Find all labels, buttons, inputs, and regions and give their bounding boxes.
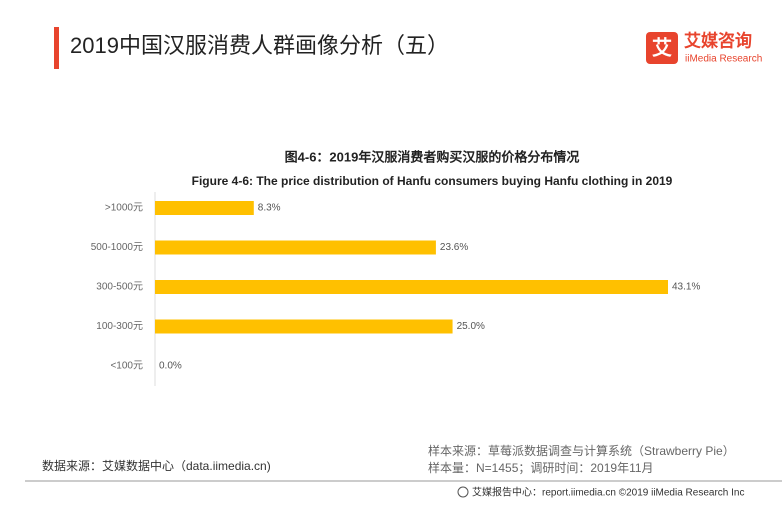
footer-icon [457,486,469,498]
y-tick-label: 100-300元 [96,321,143,332]
logo-en: iiMedia Research [685,54,762,65]
sample-info: 样本量：N=1455；调研时间：2019年11月 [428,460,654,475]
value-label: 8.3% [258,203,281,214]
value-label: 25.0% [457,321,485,332]
chart-subtitle: Figure 4-6: The price distribution of Ha… [192,174,673,188]
logo-mark: 艾 [652,36,672,59]
value-label: 0.0% [159,361,182,372]
y-tick-label: >1000元 [105,203,143,214]
sample-source: 样本来源：草莓派数据调查与计算系统（Strawberry Pie） [428,443,735,458]
bar [155,319,453,334]
title-accent [54,27,59,69]
value-label: 23.6% [440,242,468,253]
page-title: 2019中国汉服消费人群画像分析（五） [70,33,449,58]
bar [155,201,254,215]
y-tick-label: <100元 [110,361,143,372]
value-label: 43.1% [672,282,700,293]
logo-cn: 艾媒咨询 [684,30,752,50]
y-tick-label: 300-500元 [96,282,143,293]
source: 数据来源：艾媒数据中心（data.iimedia.cn) [42,458,271,473]
y-tick-label: 500-1000元 [91,242,143,253]
chart-title: 图4-6：2019年汉服消费者购买汉服的价格分布情况 [285,149,580,164]
bar [155,280,668,294]
logo-icon [646,32,678,64]
bar [155,240,436,255]
copyright: 艾媒报告中心：report.iimedia.cn ©2019 iiMedia R… [472,486,744,499]
